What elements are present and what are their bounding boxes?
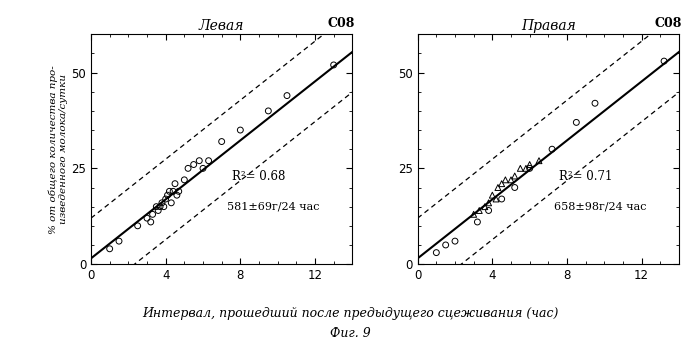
Point <box>449 238 461 244</box>
Point <box>203 158 214 164</box>
Point <box>492 185 503 190</box>
Point <box>505 177 517 182</box>
Point <box>430 250 442 255</box>
Point <box>113 238 125 244</box>
Point <box>153 208 164 213</box>
Point <box>486 192 498 198</box>
Point <box>164 189 175 194</box>
Point <box>216 139 228 144</box>
Point <box>160 196 172 202</box>
Point <box>547 146 558 152</box>
Title: Левая: Левая <box>199 19 244 33</box>
Point <box>167 189 178 194</box>
Point <box>496 181 507 187</box>
Point <box>468 212 480 217</box>
Point <box>570 120 582 125</box>
Point <box>491 196 502 202</box>
Point <box>514 166 526 171</box>
Point <box>472 219 483 225</box>
Text: R²= 0.71: R²= 0.71 <box>559 170 612 183</box>
Text: R²= 0.68: R²= 0.68 <box>232 170 286 183</box>
Point <box>172 192 183 198</box>
Point <box>194 158 205 164</box>
Point <box>166 200 177 205</box>
Point <box>480 204 491 209</box>
Point <box>509 185 520 190</box>
Text: C08: C08 <box>654 17 682 30</box>
Point <box>281 93 293 98</box>
Point <box>483 208 494 213</box>
Point <box>474 208 485 213</box>
Point <box>156 200 167 205</box>
Point <box>440 242 452 248</box>
Point <box>169 181 181 187</box>
Point <box>524 166 536 171</box>
Point <box>155 204 166 209</box>
Text: C08: C08 <box>328 17 355 30</box>
Point <box>496 196 507 202</box>
Text: 658±98г/24 час: 658±98г/24 час <box>554 202 646 212</box>
Text: Интервал, прошедший после предыдущего сцеживания (час): Интервал, прошедший после предыдущего сц… <box>142 307 558 320</box>
Point <box>162 192 173 198</box>
Text: 581±69г/24 час: 581±69г/24 час <box>227 202 319 212</box>
Point <box>659 58 670 64</box>
Point <box>234 127 246 133</box>
Point <box>188 162 199 167</box>
Point <box>150 204 162 209</box>
Point <box>500 177 511 182</box>
Point <box>197 166 209 171</box>
Point <box>173 189 184 194</box>
Point <box>520 166 531 171</box>
Point <box>147 212 158 217</box>
Point <box>509 173 520 179</box>
Point <box>145 219 156 225</box>
Point <box>483 200 494 205</box>
Point <box>183 166 194 171</box>
Point <box>132 223 144 228</box>
Point <box>589 100 601 106</box>
Point <box>158 204 169 209</box>
Point <box>104 246 116 251</box>
Text: Фиг. 9: Фиг. 9 <box>330 327 370 340</box>
Y-axis label: % от общего количества про-
изведенного молока/сутки: % от общего количества про- изведенного … <box>48 65 69 234</box>
Point <box>533 158 545 164</box>
Point <box>262 108 274 114</box>
Point <box>524 162 536 167</box>
Point <box>178 177 190 182</box>
Point <box>328 62 339 68</box>
Point <box>141 215 153 221</box>
Title: Правая: Правая <box>521 19 576 33</box>
